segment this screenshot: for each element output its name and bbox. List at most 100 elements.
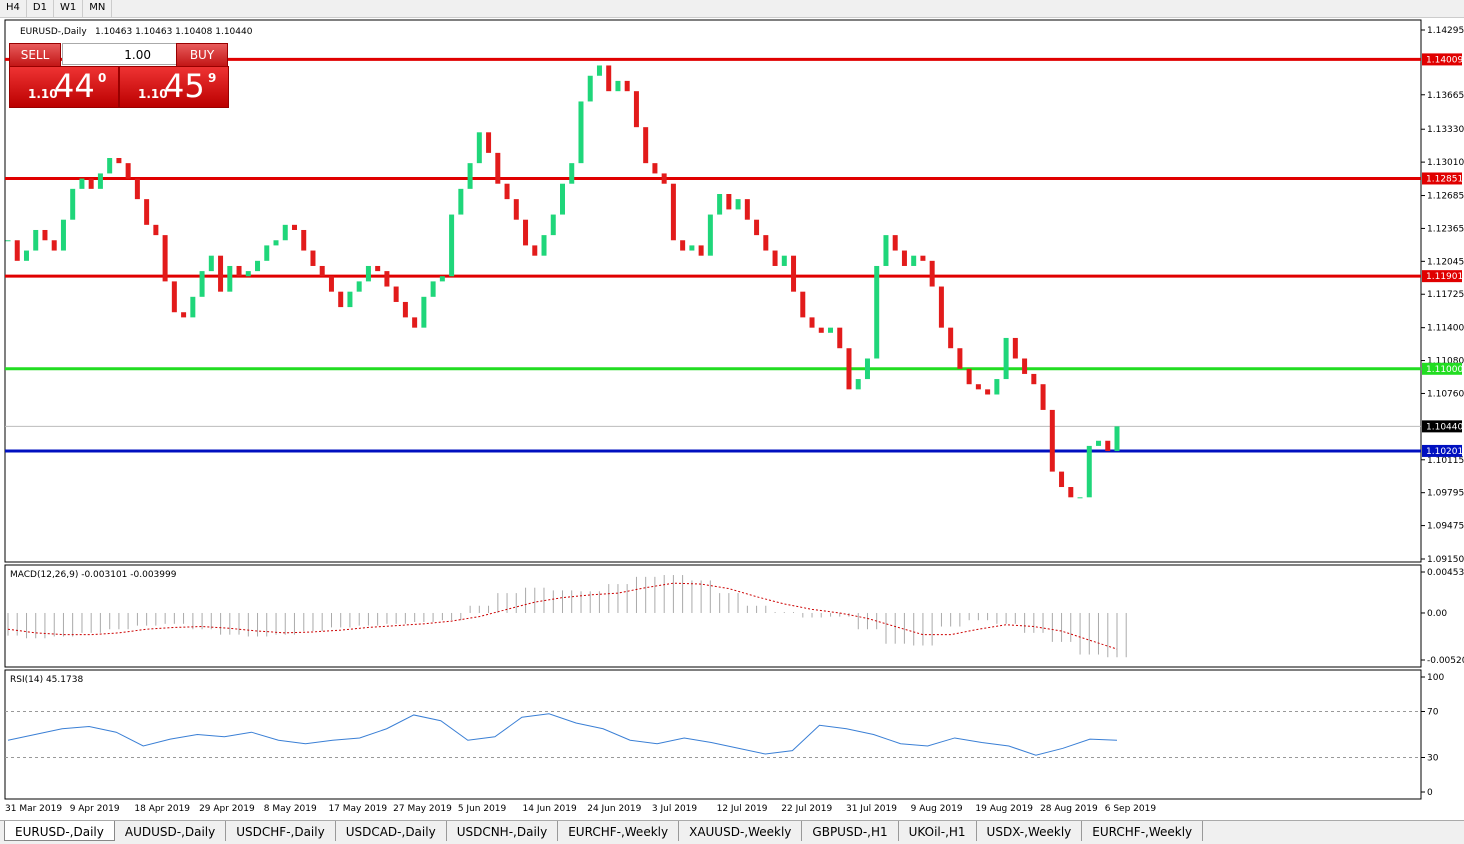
candle [356, 281, 362, 292]
candle [689, 245, 695, 251]
y-tick-label: 1.13010 [1427, 158, 1464, 168]
symbol-tab[interactable]: USDCHF-,Daily [226, 821, 336, 841]
x-tick-label: 22 Jul 2019 [781, 804, 832, 814]
x-tick-label: 9 Aug 2019 [911, 804, 963, 814]
y-tick-label: 1.10760 [1427, 389, 1464, 399]
candle [328, 276, 334, 292]
candle [476, 132, 482, 164]
candle [874, 265, 880, 359]
symbol-tab[interactable]: AUDUSD-,Daily [115, 821, 227, 841]
candle [125, 163, 131, 179]
candle [88, 178, 94, 189]
x-tick-label: 31 Jul 2019 [846, 804, 897, 814]
y-tick-label: 1.09150 [1427, 555, 1464, 565]
ask-pips: 45 [164, 67, 205, 105]
symbol-tab[interactable]: EURCHF-,Weekly [558, 821, 680, 841]
candle [282, 224, 288, 241]
candle [1031, 373, 1037, 385]
symbol-tab[interactable]: USDCAD-,Daily [336, 821, 447, 841]
y-tick-label: 0.00 [1427, 609, 1447, 619]
level-label-box [1422, 270, 1462, 283]
chart: EURUSD-,Daily 1.10463 1.10463 1.10408 1.… [4, 19, 1464, 814]
candle [338, 291, 344, 308]
candle [97, 173, 103, 189]
candle [633, 91, 639, 128]
candle [938, 286, 944, 328]
timeframe-button[interactable]: W1 [54, 0, 84, 17]
symbol-tab[interactable]: EURUSD-,Daily [4, 821, 115, 841]
buy-button[interactable]: BUY [176, 43, 228, 67]
timeframe-toolbar: H4 D1 W1 MN [0, 0, 1464, 18]
candle [1040, 384, 1046, 410]
symbol-tab[interactable]: XAUUSD-,Weekly [679, 821, 803, 841]
candle [375, 265, 381, 272]
candle [1077, 497, 1083, 499]
symbol-tab[interactable]: GBPUSD-,H1 [802, 821, 899, 841]
candle [1012, 337, 1018, 359]
timeframe-button[interactable]: D1 [27, 0, 54, 17]
candle [439, 276, 445, 282]
bid-price[interactable]: 1.10 44 0 [9, 66, 119, 108]
level-label-box [1422, 53, 1462, 66]
level-label-box [1422, 362, 1462, 375]
candle [532, 245, 538, 256]
lot-input[interactable]: 1.00 [62, 43, 180, 65]
candle [60, 219, 66, 251]
candle [171, 281, 177, 313]
y-tick-label: -0.005205 [1427, 656, 1464, 666]
candle [883, 235, 889, 266]
candle [421, 296, 427, 328]
y-tick-label: 1.12685 [1427, 192, 1464, 202]
candle [818, 327, 824, 333]
last-price-label: 1.10440 [1426, 422, 1463, 432]
y-tick-label: 0.004536 [1427, 568, 1464, 578]
tab-bar: EURUSD-,Daily AUDUSD-,Daily USDCHF-,Daily U… [0, 820, 1464, 844]
candle [661, 173, 667, 184]
candle [51, 240, 57, 251]
symbol-tab[interactable]: EURCHF-,Weekly [1082, 821, 1204, 841]
candle [828, 327, 834, 333]
candle [966, 368, 972, 385]
macd-title: MACD(12,26,9) -0.003101 -0.003999 [10, 570, 177, 580]
candle [190, 296, 196, 318]
symbol-tab[interactable]: UKOil-,H1 [899, 821, 977, 841]
candle [467, 163, 473, 189]
level-label: 1.14009 [1426, 55, 1463, 65]
candle [458, 188, 464, 215]
candle [680, 240, 686, 251]
y-tick-label: 1.11080 [1427, 357, 1464, 367]
candle [42, 229, 48, 241]
timeframe-button[interactable]: MN [83, 0, 113, 17]
y-tick-label: 1.09795 [1427, 489, 1464, 499]
candle [855, 379, 861, 390]
symbol-tab[interactable]: USDX-,Weekly [977, 821, 1083, 841]
candle [319, 265, 325, 277]
y-tick-label: 1.13665 [1427, 91, 1464, 101]
x-tick-label: 27 May 2019 [393, 804, 452, 814]
timeframe-button[interactable]: H4 [0, 0, 27, 17]
candle [495, 152, 501, 184]
candle [116, 158, 122, 164]
candle [569, 163, 575, 184]
sell-button[interactable]: SELL [9, 43, 61, 67]
x-tick-label: 29 Apr 2019 [199, 804, 255, 814]
x-tick-label: 28 Aug 2019 [1040, 804, 1098, 814]
candle [144, 199, 150, 225]
ask-price[interactable]: 1.10 45 9 [119, 66, 229, 108]
symbol-title: EURUSD-,Daily [20, 27, 87, 37]
candle [560, 183, 565, 215]
candle [698, 245, 704, 256]
candle [985, 389, 991, 395]
candle [587, 75, 593, 102]
candle [791, 255, 797, 292]
candle [541, 235, 547, 256]
x-tick-label: 31 Mar 2019 [5, 804, 62, 814]
y-tick-label: 100 [1427, 673, 1444, 683]
candle [578, 101, 584, 164]
level-label-box [1422, 172, 1462, 185]
symbol-tab[interactable]: USDCNH-,Daily [447, 821, 559, 841]
candle [504, 183, 510, 200]
trade-panel: SELL 1.00 BUY 1.10 44 0 1.10 45 9 [9, 43, 229, 108]
x-tick-label: 17 May 2019 [328, 804, 387, 814]
